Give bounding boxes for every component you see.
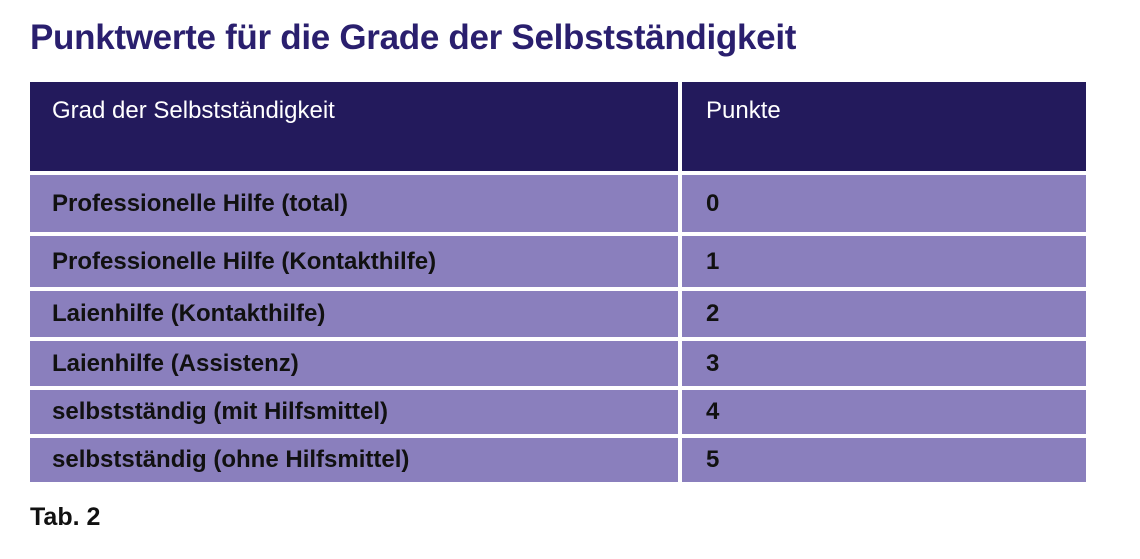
table-row: selbstständig (mit Hilfsmittel) 4: [30, 390, 1086, 434]
table-row: Laienhilfe (Assistenz) 3: [30, 341, 1086, 386]
table-row: Laienhilfe (Kontakthilfe) 2: [30, 291, 1086, 337]
row-degree-cell: selbstständig (mit Hilfsmittel): [30, 390, 678, 434]
row-degree-cell: Laienhilfe (Kontakthilfe): [30, 291, 678, 337]
header-points: Punkte: [682, 82, 1086, 171]
table-caption: Tab. 2: [30, 503, 101, 531]
row-degree-cell: selbstständig (ohne Hilfsmittel): [30, 438, 678, 482]
row-degree-cell: Laienhilfe (Assistenz): [30, 341, 678, 386]
table-header-row: Grad der Selbstständigkeit Punkte: [30, 82, 1086, 171]
table-row: Professionelle Hilfe (Kontakthilfe) 1: [30, 236, 1086, 287]
table-row: selbstständig (ohne Hilfsmittel) 5: [30, 438, 1086, 482]
row-points-cell: 4: [682, 390, 1086, 434]
points-table: Grad der Selbstständigkeit Punkte Profes…: [30, 82, 1086, 482]
row-points-cell: 2: [682, 291, 1086, 337]
page-title: Punktwerte für die Grade der Selbstständ…: [30, 18, 797, 57]
row-points-cell: 1: [682, 236, 1086, 287]
row-degree-cell: Professionelle Hilfe (Kontakthilfe): [30, 236, 678, 287]
row-points-cell: 0: [682, 175, 1086, 232]
row-degree-cell: Professionelle Hilfe (total): [30, 175, 678, 232]
row-points-cell: 5: [682, 438, 1086, 482]
row-points-cell: 3: [682, 341, 1086, 386]
table-row: Professionelle Hilfe (total) 0: [30, 175, 1086, 232]
header-degree-of-independence: Grad der Selbstständigkeit: [30, 82, 678, 171]
